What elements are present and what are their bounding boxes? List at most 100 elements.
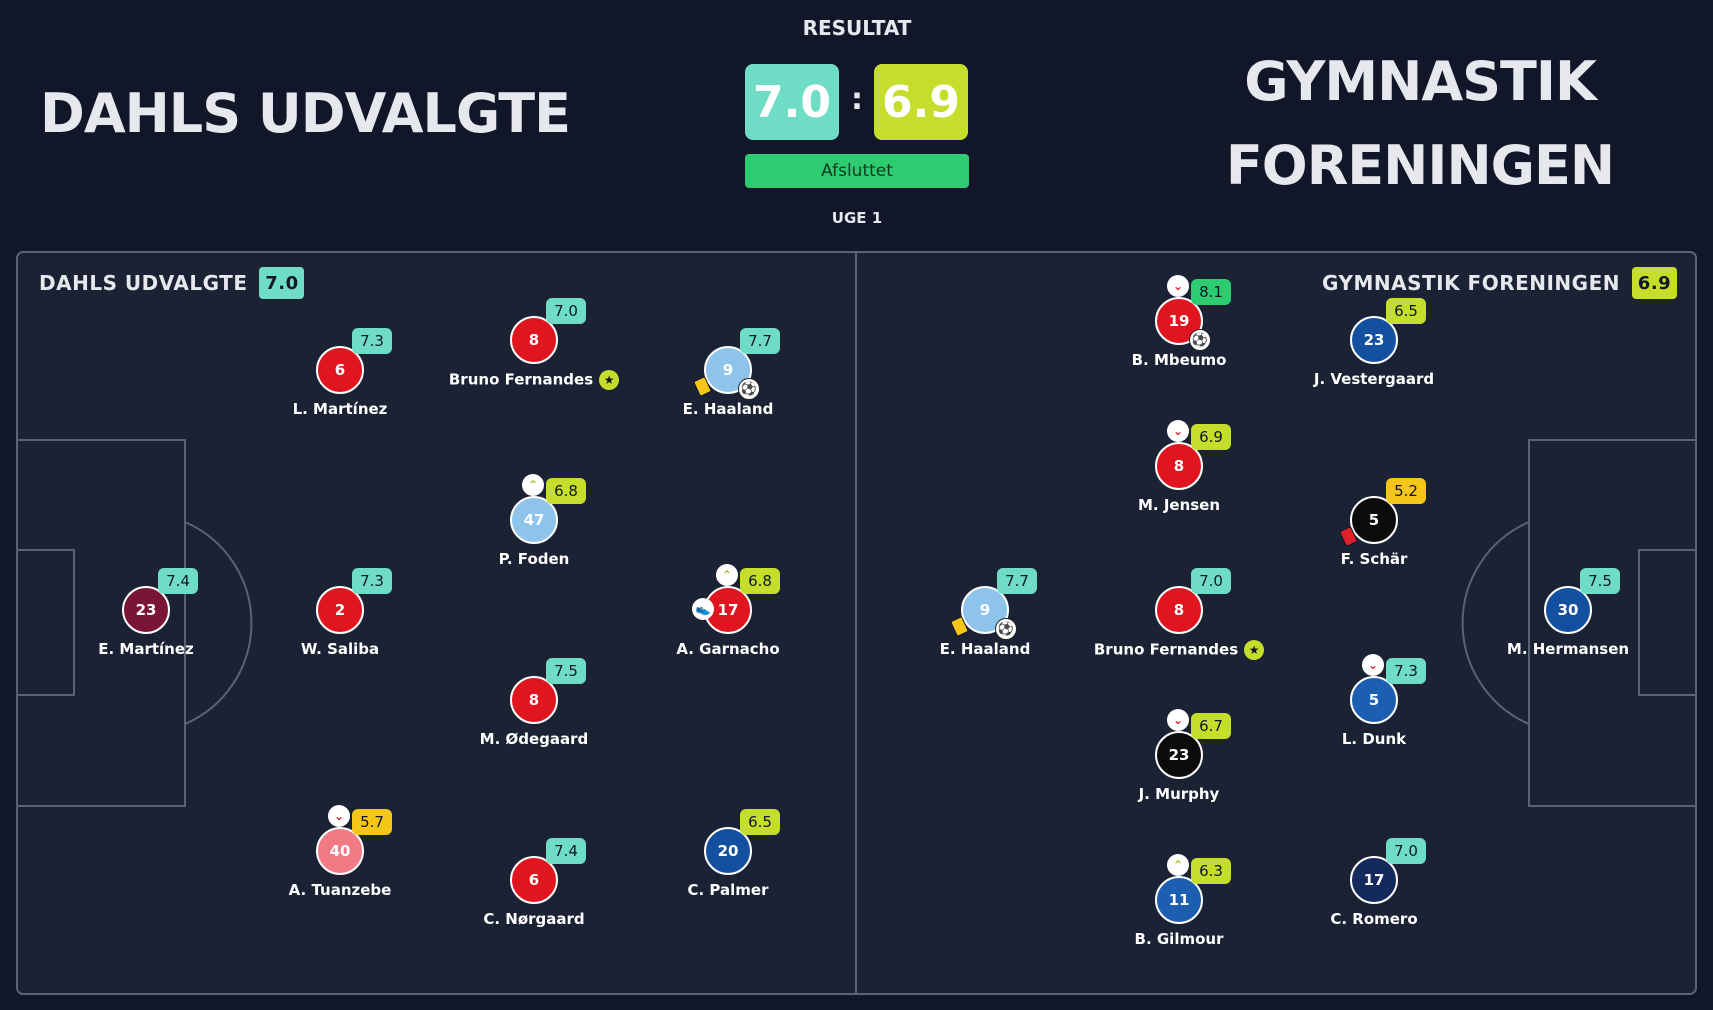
player-name-text: M. Jensen — [1137, 496, 1221, 514]
away-team-title: GYMNASTIK FORENINGEN — [1180, 40, 1660, 208]
player-shirt[interactable]: 8 — [1155, 586, 1203, 634]
player-rating-badge: 7.3 — [352, 328, 392, 354]
player-rating-badge: 6.8 — [546, 478, 586, 504]
player-shirt[interactable]: 20 — [704, 827, 752, 875]
player-shirt[interactable]: 6 — [510, 856, 558, 904]
player-name-text: C. Romero — [1330, 910, 1418, 928]
player-shirt[interactable]: 8 — [510, 676, 558, 724]
player-name[interactable]: Bruno Fernandes ★ — [1059, 640, 1299, 660]
player-rating-badge: 7.5 — [1580, 568, 1620, 594]
player-rating-badge: 6.5 — [1386, 298, 1426, 324]
player-shirt[interactable]: 2 — [316, 586, 364, 634]
right-penalty-arc — [1461, 521, 1530, 725]
player-name[interactable]: C. Palmer — [608, 881, 848, 899]
player-name[interactable]: F. Schär — [1254, 550, 1494, 568]
player-name-text: B. Gilmour — [1134, 930, 1224, 948]
player-name-text: Bruno Fernandes — [1093, 640, 1239, 659]
player-name[interactable]: J. Vestergaard — [1254, 370, 1494, 388]
player-rating-badge: 6.7 — [1191, 713, 1231, 739]
player-name-text: M. Ødegaard — [479, 730, 589, 748]
home-team-title: DAHLS UDVALGTE — [40, 82, 571, 145]
player-rating-badge: 6.5 — [740, 809, 780, 835]
assist-boot-icon: 👟 — [692, 598, 714, 620]
player-name-text: A. Garnacho — [676, 640, 780, 658]
away-team-title-line2: FORENINGEN — [1225, 134, 1615, 197]
player-shirt[interactable]: 23 — [1350, 316, 1398, 364]
player-name-text: J. Murphy — [1138, 785, 1220, 803]
player-shirt[interactable]: 9 — [704, 346, 752, 394]
player-shirt[interactable]: 17 — [1350, 856, 1398, 904]
player-name-text: B. Mbeumo — [1131, 351, 1227, 369]
player-rating-badge: 7.3 — [1386, 658, 1426, 684]
player-name-text: J. Vestergaard — [1313, 370, 1435, 388]
player-rating-badge: 7.4 — [158, 568, 198, 594]
player-name-text: P. Foden — [498, 550, 570, 568]
player-name[interactable]: E. Martínez — [26, 640, 266, 658]
left-penalty-arc — [184, 521, 253, 725]
player-shirt[interactable]: 19 — [1155, 297, 1203, 345]
goal-ball-icon: ⚽ — [995, 618, 1017, 640]
player-name[interactable]: B. Gilmour — [1059, 930, 1299, 948]
substituted-out-icon: ⌄ — [1167, 275, 1189, 297]
home-panel-header: DAHLS UDVALGTE 7.0 — [39, 266, 305, 300]
substituted-out-icon: ⌄ — [328, 805, 350, 827]
player-rating-badge: 5.7 — [352, 809, 392, 835]
player-name[interactable]: Bruno Fernandes ★ — [414, 370, 654, 390]
player-shirt[interactable]: 8 — [510, 316, 558, 364]
player-name[interactable]: M. Ødegaard — [414, 730, 654, 748]
away-panel-header: GYMNASTIK FORENINGEN 6.9 — [1322, 266, 1677, 300]
player-name[interactable]: C. Nørgaard — [414, 910, 654, 928]
player-name[interactable]: W. Saliba — [220, 640, 460, 658]
substituted-out-icon: ⌄ — [1167, 709, 1189, 731]
home-panel-team-name: DAHLS UDVALGTE — [39, 271, 248, 295]
player-rating-badge: 6.8 — [740, 568, 780, 594]
player-name[interactable]: P. Foden — [414, 550, 654, 568]
player-shirt[interactable]: 40 — [316, 827, 364, 875]
player-name[interactable]: A. Garnacho — [608, 640, 848, 658]
player-name-text: C. Nørgaard — [483, 910, 585, 928]
player-name-text: M. Hermansen — [1506, 640, 1630, 658]
player-rating-badge: 7.0 — [1386, 838, 1426, 864]
player-shirt[interactable]: 30 — [1544, 586, 1592, 634]
player-shirt[interactable]: 11 — [1155, 876, 1203, 924]
player-name-text: A. Tuanzebe — [288, 881, 392, 899]
player-name[interactable]: C. Romero — [1254, 910, 1494, 928]
player-shirt[interactable]: 6 — [316, 346, 364, 394]
player-name[interactable]: L. Martínez — [220, 400, 460, 418]
player-shirt[interactable]: 23 — [1155, 731, 1203, 779]
player-name[interactable]: M. Hermansen — [1448, 640, 1688, 658]
player-shirt[interactable]: 23 — [122, 586, 170, 634]
player-name[interactable]: B. Mbeumo — [1059, 351, 1299, 369]
substituted-out-icon: ⌄ — [1167, 420, 1189, 442]
player-name[interactable]: L. Dunk — [1254, 730, 1494, 748]
player-rating-badge: 7.0 — [546, 298, 586, 324]
captain-star-icon: ★ — [599, 370, 620, 390]
captain-star-icon: ★ — [1244, 640, 1265, 660]
player-name-text: C. Palmer — [687, 881, 769, 899]
player-shirt[interactable]: 9 — [961, 586, 1009, 634]
player-rating-badge: 7.3 — [352, 568, 392, 594]
player-shirt[interactable]: 8 — [1155, 442, 1203, 490]
goal-ball-icon: ⚽ — [738, 378, 760, 400]
left-penalty-box — [17, 439, 186, 807]
player-shirt[interactable]: 5 — [1350, 676, 1398, 724]
player-name-text: E. Haaland — [939, 640, 1031, 658]
player-rating-badge: 7.4 — [546, 838, 586, 864]
result-label: RESULTAT — [802, 16, 912, 40]
player-name[interactable]: E. Haaland — [865, 640, 1105, 658]
left-goal-box — [17, 549, 75, 696]
player-name[interactable]: M. Jensen — [1059, 496, 1299, 514]
player-name-text: L. Dunk — [1341, 730, 1407, 748]
away-team-title-line1: GYMNASTIK — [1244, 50, 1597, 113]
player-rating-badge: 8.1 — [1191, 279, 1231, 305]
substituted-out-icon: ⌄ — [1362, 654, 1384, 676]
player-shirt[interactable]: 47 — [510, 496, 558, 544]
player-name[interactable]: J. Murphy — [1059, 785, 1299, 803]
right-penalty-box — [1528, 439, 1696, 807]
player-name[interactable]: A. Tuanzebe — [220, 881, 460, 899]
right-goal-box — [1638, 549, 1696, 696]
substituted-in-icon: ⌃ — [522, 474, 544, 496]
player-shirt[interactable]: 5 — [1350, 496, 1398, 544]
player-rating-badge: 7.0 — [1191, 568, 1231, 594]
player-name[interactable]: E. Haaland — [608, 400, 848, 418]
